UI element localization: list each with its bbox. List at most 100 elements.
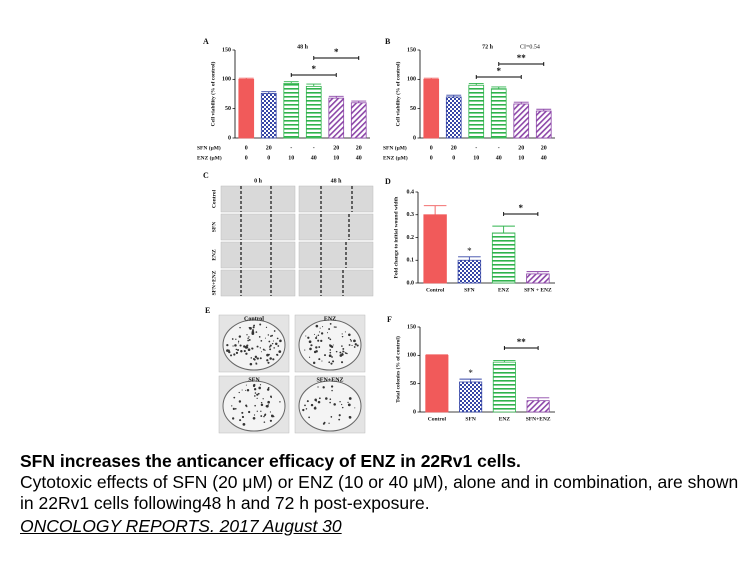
x-tick-label: SFN bbox=[464, 287, 474, 293]
colony bbox=[250, 357, 253, 359]
colony bbox=[319, 327, 321, 329]
colony bbox=[246, 344, 248, 347]
x-tick-label: ENZ bbox=[498, 287, 510, 293]
colony bbox=[248, 336, 250, 338]
colony bbox=[267, 334, 270, 336]
colony bbox=[341, 406, 344, 409]
colony bbox=[329, 401, 331, 404]
colony bbox=[266, 388, 270, 391]
colony bbox=[252, 326, 255, 329]
colony bbox=[354, 343, 357, 346]
table-cell: - bbox=[498, 145, 500, 151]
table-cell: 0 bbox=[245, 155, 248, 161]
panel-label: B bbox=[385, 37, 391, 46]
colony bbox=[329, 344, 331, 347]
colony bbox=[268, 346, 271, 348]
colony bbox=[253, 383, 256, 387]
bar bbox=[238, 78, 255, 139]
colony bbox=[272, 340, 274, 342]
y-tick-label: 150 bbox=[407, 324, 416, 330]
colony bbox=[245, 345, 249, 349]
colony bbox=[259, 357, 262, 360]
colony bbox=[330, 416, 333, 418]
table-cell: - bbox=[313, 145, 315, 151]
colony bbox=[267, 400, 270, 404]
colony bbox=[310, 403, 314, 407]
table-cell: 10 bbox=[288, 155, 294, 161]
table-cell: 10 bbox=[473, 155, 479, 161]
bar bbox=[423, 214, 447, 284]
bar bbox=[423, 78, 440, 139]
colony bbox=[246, 389, 250, 392]
wound-image bbox=[298, 213, 374, 241]
column-label: 48 h bbox=[331, 178, 343, 184]
bar bbox=[490, 88, 507, 139]
colony bbox=[237, 340, 240, 342]
y-axis-label: Cell viability (% of control) bbox=[394, 61, 401, 126]
bar bbox=[350, 102, 367, 139]
colony bbox=[342, 347, 345, 350]
panel-label: F bbox=[387, 315, 392, 324]
colony bbox=[305, 335, 307, 337]
error-bar bbox=[468, 82, 484, 86]
dish bbox=[222, 319, 286, 371]
y-axis-label: Total colonies (% of control) bbox=[394, 336, 401, 403]
colony bbox=[338, 414, 341, 417]
colony bbox=[313, 406, 317, 410]
colony bbox=[256, 357, 259, 360]
error-bar bbox=[491, 86, 507, 89]
colony bbox=[255, 363, 258, 365]
bar bbox=[492, 361, 516, 413]
colony bbox=[255, 331, 258, 333]
bar bbox=[305, 85, 322, 139]
colony bbox=[264, 413, 267, 416]
colony bbox=[339, 401, 341, 403]
colony bbox=[332, 344, 334, 346]
dish bbox=[222, 380, 286, 432]
error-bar bbox=[261, 91, 277, 94]
colony bbox=[249, 326, 252, 330]
colony bbox=[226, 349, 229, 352]
colony bbox=[245, 384, 247, 386]
colony bbox=[243, 349, 246, 353]
error-bar bbox=[526, 397, 550, 401]
colony bbox=[308, 340, 312, 344]
colony bbox=[329, 338, 332, 341]
colony bbox=[317, 334, 320, 336]
colony bbox=[251, 330, 255, 334]
colony bbox=[317, 400, 321, 404]
y-tick-label: 50 bbox=[410, 381, 416, 387]
image-label: ENZ bbox=[324, 316, 336, 322]
colony bbox=[349, 339, 352, 341]
colony bbox=[238, 335, 242, 338]
y-tick-label: 0 bbox=[228, 135, 231, 141]
colony bbox=[228, 350, 231, 354]
bar bbox=[535, 110, 552, 139]
table-cell: 40 bbox=[541, 155, 547, 161]
colony bbox=[307, 336, 310, 339]
wound-image bbox=[220, 269, 296, 297]
colony bbox=[260, 401, 263, 404]
colony bbox=[304, 404, 306, 407]
colony bbox=[252, 416, 256, 420]
colony bbox=[267, 361, 270, 364]
table-cell: 0 bbox=[245, 145, 248, 151]
colony bbox=[317, 386, 319, 388]
colony bbox=[253, 414, 256, 416]
error-bar bbox=[536, 108, 552, 112]
colony bbox=[339, 354, 343, 357]
x-tick-label: SFN bbox=[465, 416, 475, 422]
colony bbox=[318, 358, 321, 361]
colony bbox=[264, 337, 266, 339]
colony bbox=[345, 352, 347, 355]
colony bbox=[241, 411, 244, 414]
colony bbox=[241, 389, 243, 391]
colony bbox=[259, 323, 262, 326]
colony bbox=[343, 351, 345, 353]
colony bbox=[237, 349, 240, 351]
colony bbox=[230, 354, 233, 357]
colony bbox=[234, 407, 237, 410]
colony bbox=[259, 384, 262, 386]
colony bbox=[235, 351, 239, 354]
